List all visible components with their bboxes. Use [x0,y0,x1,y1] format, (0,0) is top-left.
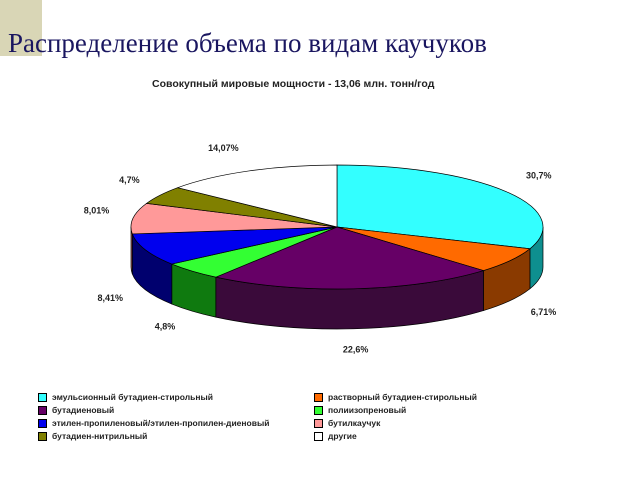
legend-label: растворный бутадиен-стирольный [328,392,477,402]
legend-swatch [38,405,47,415]
slide-accent-block [0,0,42,56]
pie-data-label: 4,7% [119,175,140,185]
chart-legend: эмульсионный бутадиен-стирольный раствор… [38,392,618,441]
legend-swatch [38,431,47,441]
slide-title: Распределение объема по видам каучуков [8,28,487,58]
pie-slice [130,202,338,235]
legend-item: бутадиеновый [38,405,314,415]
legend-swatch [38,392,47,402]
legend-label: бутадиен-нитрильный [52,431,148,441]
legend-swatch [314,431,323,441]
legend-item: бутилкаучук [314,418,590,428]
legend-item: эмульсионный бутадиен-стирольный [38,392,314,402]
pie-data-label: 6,71% [531,307,557,317]
pie-data-label: 8,01% [84,206,110,216]
pie-data-label: 8,41% [98,293,124,303]
pie-chart: 30,7% 6,71% 22,6% 4,8% 8,41% 8,01% 4,7% 14,07% [84,143,557,355]
pie-sides [130,226,544,330]
legend-label: бутадиеновый [52,405,115,415]
legend-item: другие [314,431,590,441]
legend-swatch [38,418,47,428]
legend-label: полиизопреновый [328,405,407,415]
legend-swatch [314,392,323,402]
pie-data-label: 4,8% [155,321,176,331]
legend-label: бутилкаучук [328,418,381,428]
pie-slice [176,164,338,228]
legend-label: эмульсионный бутадиен-стирольный [52,392,213,402]
legend-item: этилен-пропиленовый/этилен-пропилен-диен… [38,418,314,428]
legend-item: бутадиен-нитрильный [38,431,314,441]
pie-slice [336,164,544,250]
chart-title: Совокупный мировые мощности - 13,06 млн.… [152,78,435,90]
legend-label: другие [328,431,357,441]
legend-swatch [314,405,323,415]
legend-item: полиизопреновый [314,405,590,415]
pie-data-label: 30,7% [526,170,552,180]
legend-swatch [314,418,323,428]
chart-panel: Совокупный мировые мощности - 13,06 млн.… [30,60,622,468]
pie-data-label: 22,6% [343,345,369,355]
legend-label: этилен-пропиленовый/этилен-пропилен-диен… [52,418,270,428]
pie-slice [131,226,338,265]
legend-item: растворный бутадиен-стирольный [314,392,590,402]
pie-slice [214,226,485,290]
pie-data-label: 14,07% [208,143,239,153]
